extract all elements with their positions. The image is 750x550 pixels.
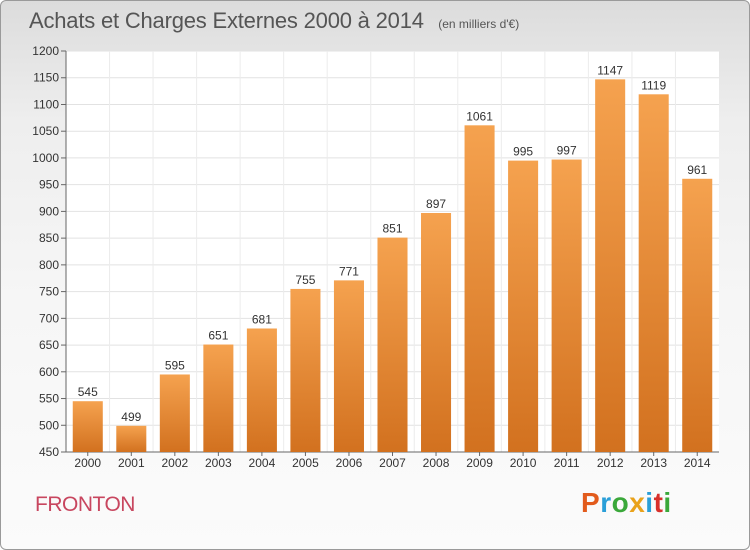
x-tick-label: 2001 xyxy=(118,456,145,470)
logo-letter: t xyxy=(653,487,664,518)
unit-note: (en milliers d'€) xyxy=(438,17,520,31)
y-tick-label: 800 xyxy=(39,258,59,272)
y-tick-label: 900 xyxy=(39,204,59,218)
bar xyxy=(638,94,669,453)
x-tick-label: 2010 xyxy=(510,456,537,470)
y-tick-label: 1100 xyxy=(33,97,59,111)
y-tick-label: 550 xyxy=(39,392,59,406)
logo-letter: r xyxy=(600,487,612,518)
y-tick-label: 750 xyxy=(39,285,59,299)
chart-title-block: Achats et Charges Externes 2000 à 2014 (… xyxy=(29,8,519,34)
bar xyxy=(464,125,495,452)
y-tick-label: 1000 xyxy=(32,151,59,165)
x-tick-label: 2006 xyxy=(336,456,363,470)
bar xyxy=(508,160,539,452)
data-label: 545 xyxy=(78,385,98,399)
x-tick-label: 2003 xyxy=(205,456,232,470)
x-tick-label: 2008 xyxy=(423,456,450,470)
bar xyxy=(290,288,321,452)
x-tick-label: 2009 xyxy=(466,456,493,470)
logo-letter: o xyxy=(611,487,630,518)
x-tick-label: 2007 xyxy=(379,456,406,470)
x-tick-label: 2002 xyxy=(161,456,188,470)
data-label: 1147 xyxy=(597,63,623,77)
x-tick-label: 2011 xyxy=(554,456,580,470)
y-tick-label: 850 xyxy=(39,231,59,245)
bar xyxy=(203,344,234,452)
y-tick-label: 1150 xyxy=(33,71,59,85)
data-label: 1061 xyxy=(466,109,493,123)
bar xyxy=(246,328,277,452)
data-label: 961 xyxy=(687,163,707,177)
logo-letter: x xyxy=(629,487,646,518)
place-name: FRONTON xyxy=(35,493,135,516)
chart-title: Achats et Charges Externes 2000 à 2014 xyxy=(29,8,424,33)
x-tick-label: 2000 xyxy=(74,456,101,470)
y-tick-label: 450 xyxy=(39,445,59,459)
x-tick-label: 2004 xyxy=(249,456,276,470)
data-label: 771 xyxy=(339,264,359,278)
logo-letter: i xyxy=(645,487,654,518)
data-label: 755 xyxy=(295,273,315,287)
bar xyxy=(595,79,626,452)
bar xyxy=(333,280,364,452)
x-tick-label: 2014 xyxy=(684,456,711,470)
logo-letter: P xyxy=(581,487,601,518)
bar xyxy=(116,425,147,452)
y-tick-label: 950 xyxy=(39,178,59,192)
y-tick-label: 500 xyxy=(39,418,59,432)
y-tick-label: 700 xyxy=(39,311,59,325)
data-label: 595 xyxy=(165,358,185,372)
bar xyxy=(72,401,103,452)
data-label: 1119 xyxy=(641,78,666,92)
bar xyxy=(377,237,408,452)
bar xyxy=(159,374,190,452)
data-label: 681 xyxy=(252,312,272,326)
y-tick-label: 650 xyxy=(39,338,59,352)
y-tick-label: 1050 xyxy=(32,124,59,138)
bar xyxy=(551,159,582,452)
y-tick-label: 1200 xyxy=(32,44,59,58)
logo-letter: i xyxy=(663,487,672,518)
data-label: 897 xyxy=(426,197,446,211)
x-tick-label: 2013 xyxy=(640,456,667,470)
data-label: 651 xyxy=(208,329,228,343)
data-label: 995 xyxy=(513,145,533,159)
x-tick-label: 2005 xyxy=(292,456,319,470)
data-label: 851 xyxy=(382,222,402,236)
y-tick-label: 600 xyxy=(39,365,59,379)
proxiti-logo: Proxiti xyxy=(581,487,672,519)
x-tick-label: 2012 xyxy=(597,456,624,470)
bar xyxy=(421,213,452,452)
data-label: 997 xyxy=(557,144,577,158)
data-label: 499 xyxy=(121,410,141,424)
bar xyxy=(682,178,713,452)
